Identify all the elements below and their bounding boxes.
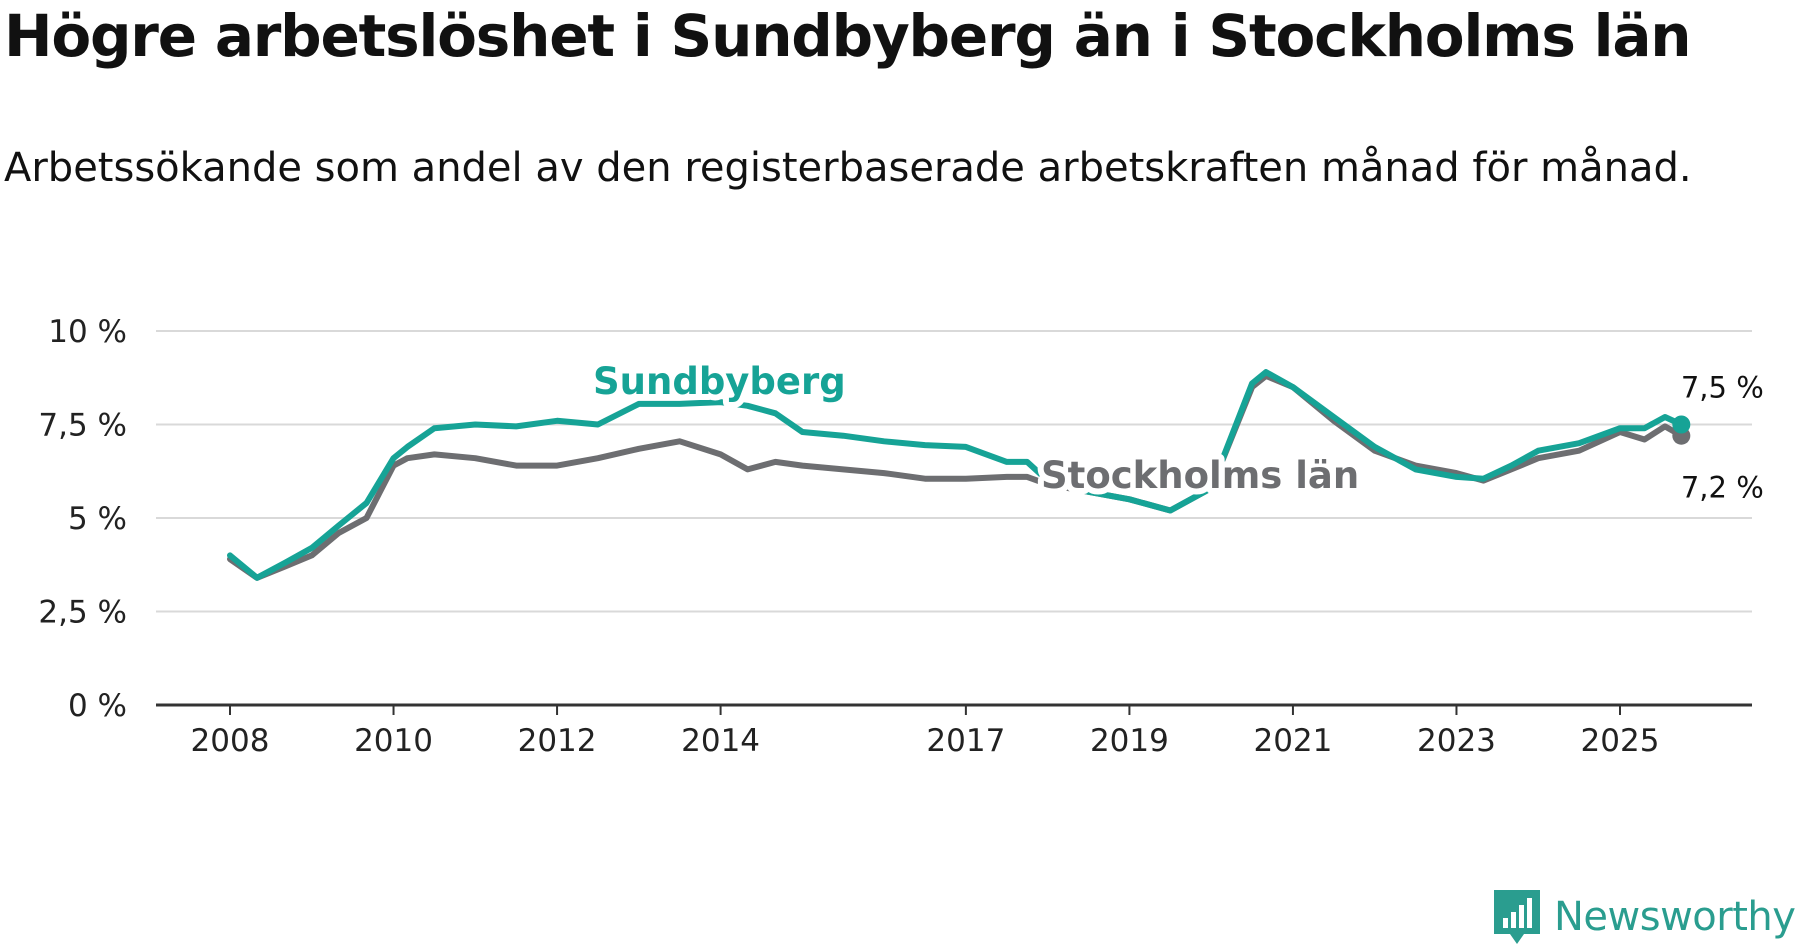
gridlines xyxy=(156,330,1752,613)
chart-subtitle: Arbetssökande som andel av den registerb… xyxy=(4,145,1692,191)
label-sundbyberg-halo: Sundbyberg xyxy=(593,360,846,403)
x-tick-label: 2025 xyxy=(1581,723,1660,759)
label-stockholms-lan: Stockholms län xyxy=(1041,454,1359,497)
brand-name: Newsworthy xyxy=(1554,894,1796,940)
brand-logo: Newsworthy xyxy=(1492,888,1796,946)
end-value-sundbyberg: 7,5 % xyxy=(1681,371,1764,405)
chart-title: Högre arbetslöshet i Sundbyberg än i Sto… xyxy=(4,2,1692,70)
series-end-point xyxy=(1672,415,1691,434)
x-tick-label: 2017 xyxy=(926,723,1005,759)
x-tick-label: 2023 xyxy=(1417,723,1496,759)
x-tick-label: 2019 xyxy=(1090,723,1169,759)
end-value-stockholms-lan: 7,2 % xyxy=(1681,471,1764,505)
label-stockholms-lan-halo: Stockholms län xyxy=(1041,454,1359,497)
axis-ticks: 0 % 2,5 % 5 % 7,5 % 10 % 2008 2010 2012 2014 2017… xyxy=(38,314,1659,759)
y-tick-label: 10 % xyxy=(48,314,127,350)
x-tick-label: 2014 xyxy=(681,723,760,759)
y-tick-label: 2,5 % xyxy=(38,595,127,631)
x-tick-label: 2012 xyxy=(518,723,597,759)
series-line-sundbyberg xyxy=(227,369,1685,581)
y-tick-label: 7,5 % xyxy=(38,408,127,444)
y-tick-label: 5 % xyxy=(68,501,127,537)
x-tick-label: 2008 xyxy=(191,723,270,759)
x-tick-label: 2010 xyxy=(354,723,433,759)
y-tick-label: 0 % xyxy=(68,688,127,724)
newsworthy-logo-icon xyxy=(1494,890,1540,944)
label-sundbyberg: Sundbyberg xyxy=(593,360,846,403)
x-tick-label: 2021 xyxy=(1253,723,1332,759)
series-lines xyxy=(227,369,1691,581)
